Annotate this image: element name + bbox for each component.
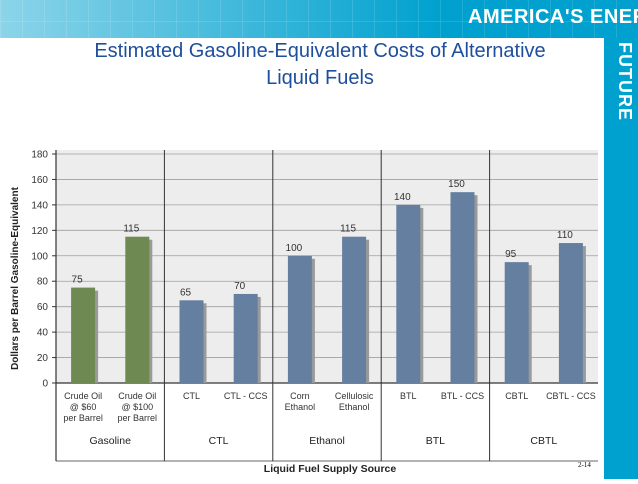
x-category-label: Cellulosic — [335, 391, 374, 401]
bar — [396, 204, 421, 383]
x-category-label: Ethanol — [285, 402, 316, 412]
bar — [558, 243, 583, 383]
group-label: Gasoline — [89, 435, 131, 447]
bar — [125, 236, 150, 383]
chart-container: 0 20 40 60 80 100 120 140 160 180 75 Crude Oil @ $60… — [0, 138, 604, 479]
bar-data-label: 70 — [234, 281, 246, 292]
bar-data-label: 110 — [557, 230, 573, 241]
bar-data-label: 75 — [72, 275, 84, 286]
bar — [450, 192, 475, 383]
bar-data-label: 140 — [394, 192, 411, 203]
slide-number: 2-14 — [578, 461, 591, 469]
x-category-label: CTL - CCS — [224, 391, 268, 401]
y-tick-label: 0 — [42, 379, 48, 390]
y-tick-label: 160 — [31, 175, 48, 186]
x-category-label: Corn — [290, 391, 310, 401]
bar — [342, 236, 367, 383]
x-category-label: CBTL — [505, 391, 528, 401]
bar — [71, 287, 96, 383]
y-tick-label: 140 — [31, 200, 48, 211]
side-banner — [604, 38, 638, 479]
slide-title: Estimated Gasoline-Equivalent Costs of A… — [26, 38, 614, 92]
y-tick-label: 60 — [37, 302, 49, 313]
banner-glow — [0, 0, 440, 38]
bar — [287, 255, 312, 383]
x-category-label: per Barrel — [63, 413, 103, 423]
y-tick-label: 180 — [31, 150, 48, 161]
y-tick-label: 100 — [31, 251, 48, 262]
y-tick-label: 120 — [31, 226, 48, 237]
bar-data-label: 150 — [448, 179, 465, 190]
bar — [233, 293, 258, 383]
y-tick-label: 80 — [37, 277, 49, 288]
bar-data-label: 100 — [286, 243, 303, 254]
x-category-label: BTL — [400, 391, 417, 401]
x-category-label: @ $100 — [121, 402, 153, 412]
y-tick-label: 40 — [37, 328, 49, 339]
x-category-label: per Barrel — [118, 413, 158, 423]
x-category-label: Crude Oil — [118, 391, 156, 401]
bar-data-label: 95 — [505, 249, 517, 260]
group-label: Ethanol — [309, 435, 345, 447]
group-label: CTL — [209, 435, 229, 447]
x-category-label: @ $60 — [70, 402, 97, 412]
slide-title-line-2: Liquid Fuels — [266, 67, 374, 89]
x-category-label: Ethanol — [339, 402, 370, 412]
x-category-label: BTL - CCS — [441, 391, 484, 401]
bar — [504, 262, 529, 383]
x-category-label: CBTL - CCS — [546, 391, 596, 401]
y-tick-label: 20 — [37, 353, 49, 364]
bar-data-label: 65 — [180, 287, 192, 298]
y-axis-title: Dollars per Barrel Gasoline-Equivalent — [10, 186, 21, 370]
header-banner: AMERICA'S ENERGY — [0, 0, 638, 38]
bar-data-label: 115 — [123, 224, 139, 235]
x-category-label: Crude Oil — [64, 391, 102, 401]
bar — [179, 300, 204, 383]
side-banner-text: FUTURE — [615, 42, 635, 121]
slide-title-line-1: Estimated Gasoline-Equivalent Costs of A… — [94, 40, 546, 62]
group-label: BTL — [426, 435, 445, 447]
group-label: CBTL — [530, 435, 557, 447]
x-category-label: CTL — [183, 391, 200, 401]
banner-title: AMERICA'S ENERGY — [468, 6, 638, 28]
bar-data-label: 115 — [340, 224, 356, 235]
x-axis-title: Liquid Fuel Supply Source — [264, 463, 397, 475]
